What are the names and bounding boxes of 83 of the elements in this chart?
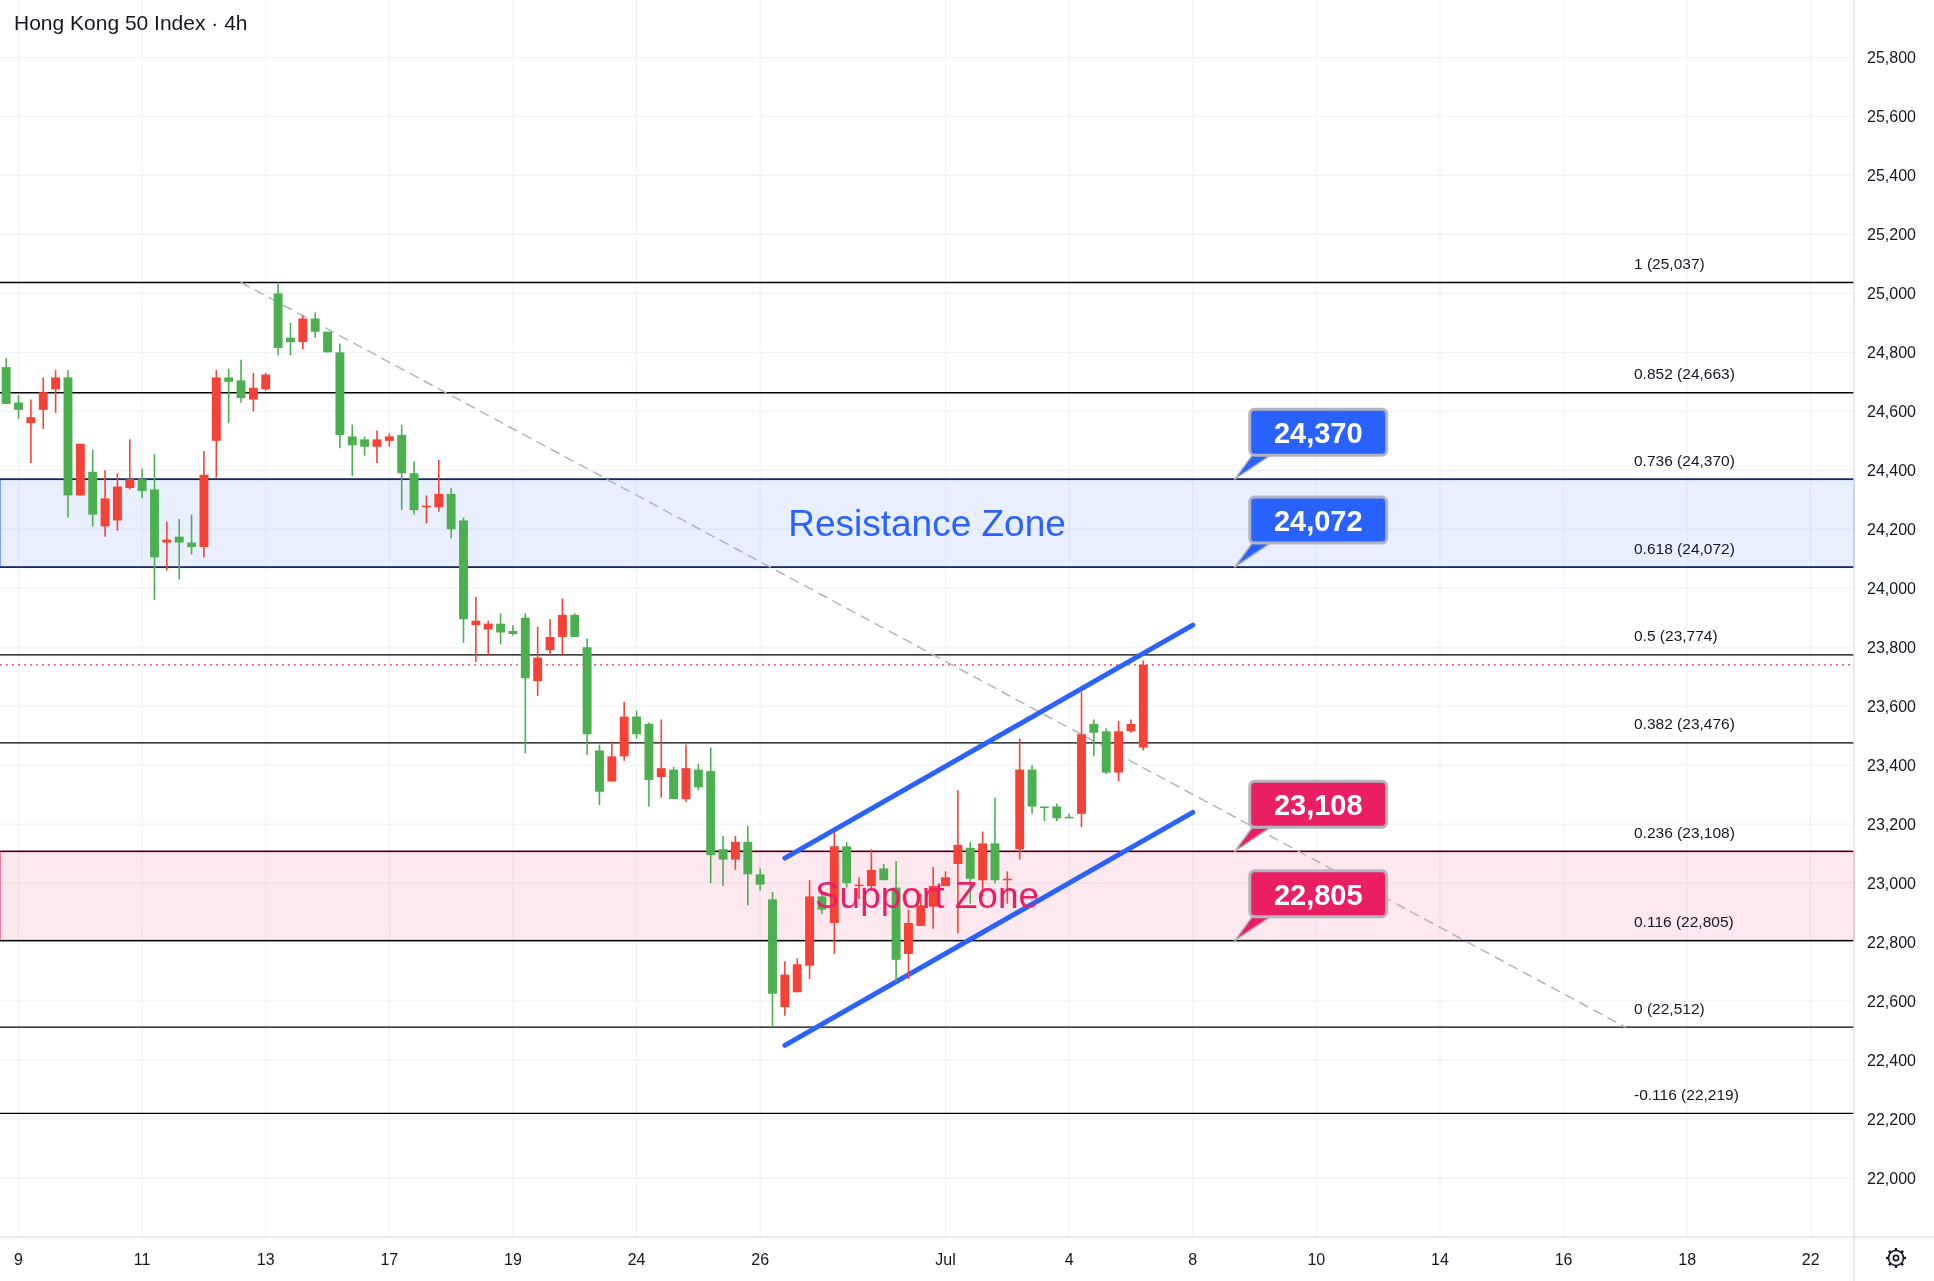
candlestick (471, 596, 481, 663)
annotation: 23,108 (1273, 789, 1363, 822)
candlestick (310, 311, 320, 339)
candlestick (26, 398, 36, 464)
ref-line-label: 0.736 (24,370) (1634, 451, 1735, 469)
candlestick (656, 718, 666, 799)
x-tick-label: 11 (133, 1250, 151, 1268)
ref-line-label: 0.5 (23,774) (1634, 627, 1718, 645)
candlestick (632, 709, 641, 740)
candlestick (248, 372, 258, 413)
candlestick (162, 521, 172, 572)
y-tick-label: 23,000 (1867, 874, 1917, 892)
y-tick-label: 25,400 (1867, 166, 1917, 184)
y-tick-label: 22,600 (1867, 992, 1917, 1010)
ref-line-label: 0.852 (24,663) (1634, 365, 1735, 383)
ref-line-label: 0.382 (23,476) (1634, 715, 1735, 733)
y-tick-label: 23,200 (1867, 815, 1917, 833)
annotation: 24,072 (1273, 505, 1363, 538)
y-tick-label: 24,600 (1867, 402, 1917, 420)
candlestick (137, 468, 147, 500)
candlestick (483, 619, 493, 657)
x-tick-label: 19 (504, 1250, 522, 1268)
candlestick (434, 459, 444, 513)
x-tick-label: 4 (1064, 1250, 1074, 1268)
y-tick-label: 24,800 (1867, 343, 1917, 361)
y-tick-label: 22,000 (1867, 1169, 1917, 1187)
ref-line-label: -0.116 (22,219) (1634, 1085, 1739, 1103)
candlestick (174, 518, 184, 581)
y-tick-label: 22,800 (1867, 933, 1917, 951)
candlestick (187, 513, 197, 556)
x-tick-label: 8 (1188, 1250, 1198, 1268)
x-tick-label: 18 (1678, 1250, 1697, 1268)
text: Hong Kong 50 Index · 4h (14, 10, 248, 34)
x-tick-label: Jul (935, 1250, 956, 1268)
ref-line-label: 0.116 (22,805) (1634, 913, 1734, 931)
y-tick-label: 23,400 (1867, 756, 1917, 774)
x-tick-label: 10 (1307, 1250, 1326, 1268)
y-tick-label: 25,800 (1867, 49, 1917, 66)
y-tick-label: 22,200 (1867, 1110, 1917, 1128)
x-tick-label: 14 (1431, 1250, 1449, 1268)
candlestick (372, 429, 382, 464)
ref-line-label: 1 (25,037) (1634, 254, 1705, 272)
candlestick (533, 625, 543, 697)
candlestick (298, 314, 308, 351)
candlestick (51, 369, 61, 414)
x-tick-label: 24 (627, 1250, 646, 1268)
y-tick-label: 25,200 (1867, 225, 1917, 243)
y-tick-label: 24,400 (1867, 461, 1917, 479)
x-tick-label: 13 (256, 1250, 275, 1268)
band-label: Resistance Zone (788, 502, 1066, 544)
y-tick-label: 24,000 (1867, 579, 1917, 597)
y-tick-label: 25,600 (1867, 107, 1917, 125)
y-tick-label: 23,600 (1867, 697, 1917, 715)
x-tick-label: 26 (751, 1250, 770, 1268)
candlestick (693, 762, 703, 792)
y-tick-label: 23,800 (1867, 638, 1917, 656)
x-tick-label: 16 (1554, 1250, 1573, 1268)
candlestick (496, 612, 506, 646)
ref-line-label: 0.236 (23,108) (1634, 823, 1735, 841)
x-tick-label: 9 (14, 1250, 24, 1268)
candlestick (557, 597, 567, 657)
y-tick-label: 25,000 (1867, 284, 1917, 302)
candlestick (125, 438, 135, 491)
x-tick-label: 22 (1801, 1250, 1820, 1268)
candlestick (730, 835, 740, 871)
ref-line-label: 0 (22,512) (1634, 999, 1705, 1017)
x-tick-label: 17 (380, 1250, 399, 1268)
candlestick (236, 358, 246, 404)
annotation: 24,370 (1273, 417, 1363, 450)
candlestick (718, 835, 728, 887)
candlestick (286, 322, 295, 357)
y-tick-label: 22,400 (1867, 1051, 1917, 1069)
candlestick (14, 394, 23, 420)
candlestick (360, 435, 370, 457)
annotation: 22,805 (1273, 878, 1363, 911)
candlestick (224, 367, 234, 424)
y-tick-label: 24,200 (1867, 520, 1917, 538)
candlestick (570, 612, 580, 638)
candlestick (347, 423, 357, 478)
candlestick (38, 376, 48, 430)
candlestick (1089, 718, 1099, 758)
ref-line-label: 0.618 (24,072) (1634, 539, 1735, 557)
candlestick (755, 867, 765, 892)
